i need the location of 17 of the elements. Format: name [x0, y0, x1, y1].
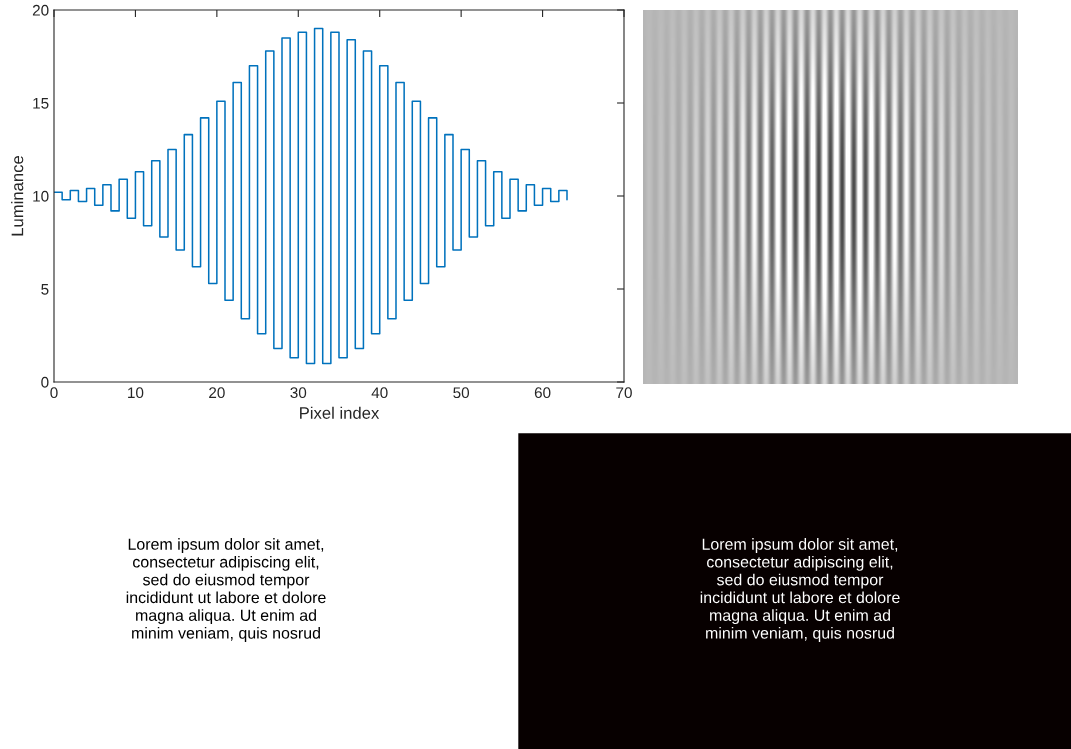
- x-tick-label: 70: [616, 387, 632, 399]
- y-tick-label: 15: [33, 98, 49, 109]
- y-tick-label: 10: [33, 190, 49, 202]
- x-tick-label: 0: [50, 387, 58, 399]
- x-tick-label: 50: [453, 387, 470, 399]
- y-tick-label: 5: [41, 284, 49, 295]
- y-tick-label: 20: [32, 4, 49, 16]
- x-tick-label: 10: [128, 387, 144, 399]
- text: Lorem ipsum dolor sit amet, consectetur adipiscing elit, sed do eiusmod tempor incididunt ut labore et dolore magna aliqua. Ut enim ad minim veniam, quis nosrud: [700, 538, 900, 642]
- x-tick-label: 60: [534, 387, 551, 399]
- x-tick-label: 30: [290, 387, 307, 399]
- x-tick-label: 20: [209, 387, 225, 399]
- x-tick-label: 40: [371, 387, 388, 399]
- y-axis-title: Luminance: [11, 155, 24, 236]
- x-axis-title: Pixel index: [300, 406, 380, 419]
- text: Lorem ipsum dolor sit amet, consectetur adipiscing elit, sed do eiusmod tempor incididunt ut labore et dolore magna aliqua. Ut enim ad minim veniam, quis nosrud: [126, 538, 326, 642]
- y-tick-label: 0: [41, 376, 49, 388]
